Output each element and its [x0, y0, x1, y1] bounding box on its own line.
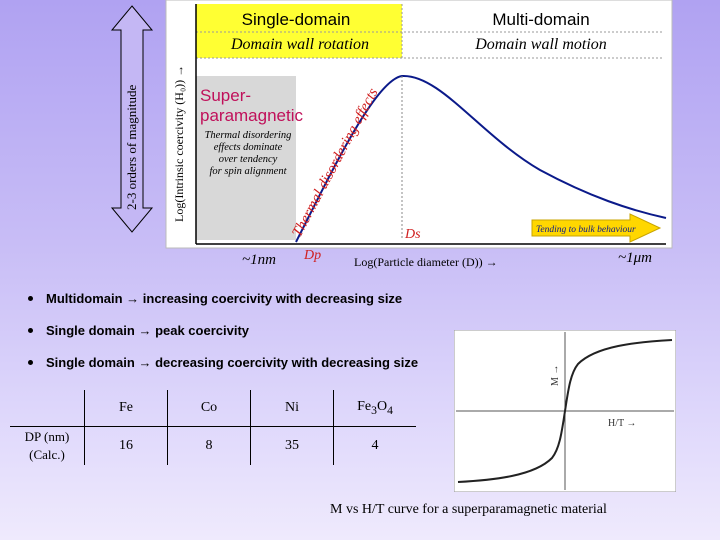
value-fe: 16 [84, 426, 168, 465]
tick-label-1um: ~1μm [618, 250, 652, 266]
thermal-note-line-4: for spin alignment [209, 166, 287, 177]
superparamagnetic-title-2: paramagnetic [200, 106, 304, 125]
coercivity-diagram: 2-3 orders of magnitude Tending to bulk … [110, 0, 673, 269]
magnetization-curve [457, 339, 673, 483]
row-label: DP (nm) (Calc.) [10, 426, 85, 465]
bullet-item: Multidomain → increasing coercivity with… [28, 290, 448, 306]
bullet-dot-icon [28, 327, 33, 333]
bullet-item: Single domain → peak coercivity [28, 322, 448, 338]
multi-domain-title: Multi-domain [492, 10, 589, 29]
value-co: 8 [167, 426, 251, 465]
table-row: DP (nm) (Calc.) 16 8 35 4 [10, 426, 416, 465]
critical-diameter-table: Fe Co Ni Fe3O4 DP (nm) (Calc.) 16 8 35 4 [10, 390, 416, 465]
bullet-item: Single domain → decreasing coercivity wi… [28, 354, 448, 370]
tick-label-1nm: ~1nm [242, 252, 276, 268]
orders-double-arrow [110, 5, 154, 233]
value-ni: 35 [250, 426, 334, 465]
column-header-fe3o4: Fe3O4 [333, 390, 416, 427]
x-axis-label: Log(Particle diameter (D)) → [354, 255, 498, 269]
m-vs-ht-plot: M → H/T → [454, 330, 676, 492]
orders-of-magnitude-label: 2-3 orders of magnitude [124, 84, 139, 210]
multi-domain-subtitle: Domain wall motion [474, 36, 607, 53]
bullet-text: Multidomain → increasing coercivity with… [46, 290, 403, 306]
column-header-co: Co [167, 390, 251, 427]
coercivity-curve [295, 74, 667, 243]
thermal-note-line-1: Thermal disordering [205, 130, 292, 141]
dp-label: Dp [303, 248, 321, 263]
superparamagnetic-title-1: Super- [200, 86, 251, 105]
column-header-fe: Fe [84, 390, 168, 427]
thermal-note-line-2: effects dominate [214, 142, 283, 153]
superparamagnetic-region [196, 76, 296, 240]
bullet-list: Multidomain → increasing coercivity with… [28, 290, 448, 386]
single-domain-title: Single-domain [242, 10, 351, 29]
table-header-row: Fe Co Ni Fe3O4 [10, 390, 416, 427]
bulk-behaviour-label: Tending to bulk behaviour [536, 225, 636, 235]
bullet-text: Single domain → peak coercivity [46, 322, 250, 338]
ds-label: Ds [404, 227, 421, 242]
row-label-line-1: DP (nm) [24, 429, 70, 444]
bullet-text: Single domain → decreasing coercivity wi… [46, 354, 419, 370]
thermal-note-line-3: over tendency [219, 154, 278, 165]
value-fe3o4: 4 [333, 426, 416, 465]
table-corner-cell [10, 390, 85, 427]
row-label-line-2: (Calc.) [29, 447, 65, 462]
bulk-behaviour-arrow [531, 213, 662, 243]
ht-axis-label: H/T → [608, 418, 636, 429]
single-domain-subtitle: Domain wall rotation [230, 36, 369, 53]
mh-plot-caption: M vs H/T curve for a superparamagnetic m… [330, 502, 607, 517]
single-domain-region [196, 4, 402, 58]
bullet-dot-icon [28, 359, 33, 365]
column-header-ni: Ni [250, 390, 334, 427]
bullet-dot-icon [28, 295, 33, 301]
y-axis-label: Log(Intrinsic coercivity (H₀)) → [172, 65, 186, 222]
m-axis-label: M → [550, 365, 561, 386]
